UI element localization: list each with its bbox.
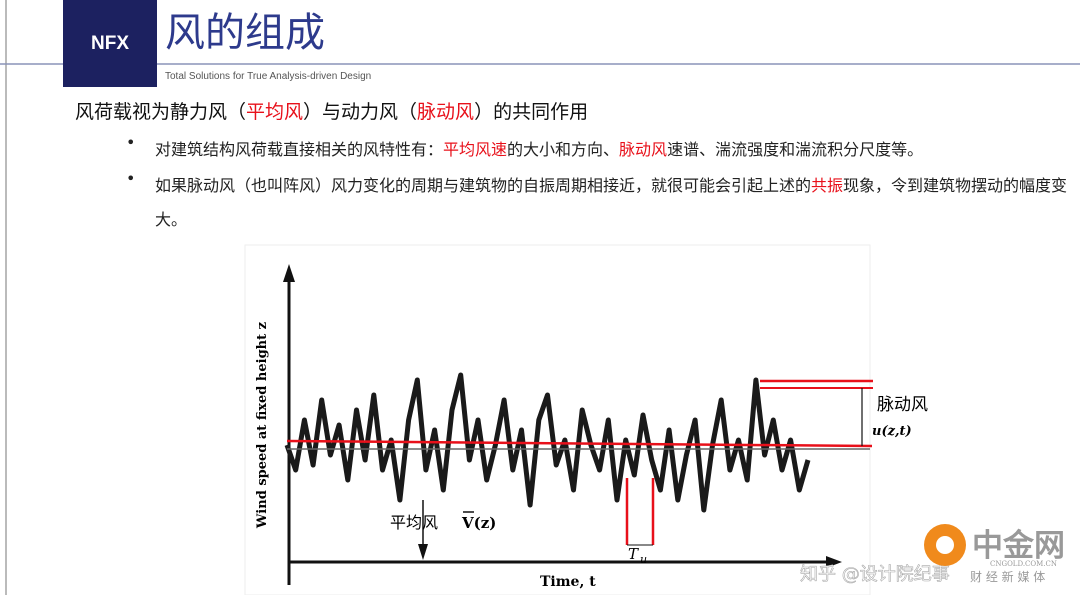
slide-title: 风的组成 bbox=[165, 10, 325, 56]
text: 对建筑结构风荷载直接相关的风特性有： bbox=[155, 140, 444, 159]
text: ）与动力风（ bbox=[303, 101, 418, 123]
highlight: 平均风速 bbox=[443, 140, 508, 159]
x-axis-arrow bbox=[826, 556, 842, 568]
bullet: 对建筑结构风荷载直接相关的风特性有：平均风速的大小和方向、脉动风速谱、湍流强度和… bbox=[155, 133, 1070, 167]
text: 的大小和方向、 bbox=[507, 140, 620, 159]
mean-symbol: V(z) bbox=[461, 514, 496, 532]
text: ）的共同作用 bbox=[474, 101, 589, 123]
fluctuating-symbol: u(z,t) bbox=[872, 424, 912, 439]
bullet-dot: • bbox=[126, 169, 136, 188]
figure-frame bbox=[244, 244, 871, 595]
text: 现象，令到建筑物摆动的幅度变大。 bbox=[155, 176, 1068, 229]
y-axis-arrow bbox=[283, 264, 295, 282]
text: 如果脉动风（也叫阵风）风力变化的周期与建筑物的自振周期相接近，就很可能会引起上述… bbox=[155, 176, 812, 195]
slogan-watermark: 财 经 新 媒 体 bbox=[970, 569, 1045, 584]
highlight: 平均风 bbox=[246, 101, 304, 123]
mean-label: 平均风 bbox=[390, 513, 438, 532]
brand-logo-inner bbox=[936, 536, 954, 554]
heading: 风荷载视为静力风（平均风）与动力风（脉动风）的共同作用 bbox=[75, 97, 588, 124]
period-lines bbox=[625, 478, 655, 545]
highlight: 共振 bbox=[811, 176, 844, 195]
tagline: Total Solutions for True Analysis-driven… bbox=[165, 71, 372, 82]
zhihu-watermark: 知乎 @设计院纪事 bbox=[800, 564, 950, 585]
text: 风荷载视为静力风（ bbox=[75, 101, 247, 123]
x-axis-label: Time, t bbox=[540, 574, 596, 590]
mean-arrow-head bbox=[418, 544, 428, 560]
highlight: 脉动风 bbox=[619, 140, 668, 159]
period-subscript: u bbox=[640, 553, 647, 566]
fluctuating-label: 脉动风 bbox=[877, 395, 928, 415]
highlight: 脉动风 bbox=[417, 101, 475, 123]
wind-trace bbox=[284, 372, 811, 513]
text: 速谱、湍流强度和湍流积分尺度等。 bbox=[667, 140, 924, 159]
period-symbol: T bbox=[628, 545, 639, 563]
mean-line bbox=[286, 439, 873, 448]
bullet: 如果脉动风（也叫阵风）风力变化的周期与建筑物的自振周期相接近，就很可能会引起上述… bbox=[155, 169, 1070, 237]
y-axis-label: Wind speed at fixed height z bbox=[255, 322, 270, 529]
brand-watermark: 中金网 bbox=[972, 528, 1065, 564]
logo: NFX bbox=[63, 0, 157, 87]
domain-watermark: CNGOLD.COM.CN bbox=[990, 560, 1057, 568]
bullet-dot: • bbox=[126, 133, 136, 152]
